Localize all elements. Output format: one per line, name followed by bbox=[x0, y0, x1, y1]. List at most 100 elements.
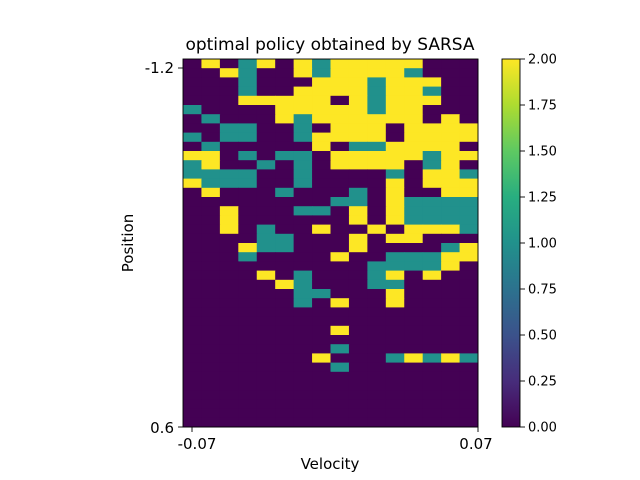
heatmap-cell bbox=[183, 95, 202, 106]
x-tick-label: -0.07 bbox=[178, 435, 217, 453]
heatmap-cell bbox=[219, 279, 239, 290]
heatmap-cell bbox=[183, 224, 202, 235]
heatmap-cell bbox=[330, 289, 350, 299]
heatmap-cell bbox=[275, 68, 295, 78]
heatmap-cell bbox=[201, 252, 221, 262]
heatmap-cell bbox=[330, 233, 350, 244]
heatmap-cell bbox=[183, 243, 202, 253]
heatmap-cell bbox=[219, 307, 239, 318]
heatmap-cell bbox=[441, 215, 461, 226]
heatmap-cell bbox=[422, 123, 442, 134]
heatmap-cell bbox=[367, 141, 387, 152]
heatmap-cell bbox=[330, 307, 350, 318]
heatmap-cell bbox=[367, 86, 387, 97]
heatmap-cell bbox=[348, 86, 368, 97]
heatmap-cell bbox=[422, 160, 442, 170]
heatmap-cell bbox=[201, 399, 221, 410]
heatmap-cell bbox=[293, 215, 313, 226]
heatmap-cell bbox=[256, 371, 276, 382]
x-tick-label: 0.07 bbox=[459, 435, 492, 453]
heatmap-cell bbox=[238, 399, 258, 410]
heatmap-cell bbox=[183, 390, 202, 400]
heatmap-cell bbox=[201, 353, 221, 364]
heatmap-cell bbox=[256, 233, 276, 244]
heatmap-cell bbox=[312, 362, 331, 373]
heatmap-cell bbox=[219, 77, 239, 88]
heatmap-cell bbox=[459, 68, 479, 78]
heatmap-cell bbox=[312, 298, 331, 308]
heatmap-cell bbox=[459, 77, 479, 88]
heatmap-cell bbox=[275, 252, 295, 262]
heatmap-cell bbox=[183, 86, 202, 97]
heatmap-cell bbox=[238, 261, 258, 272]
heatmap-cell bbox=[312, 151, 331, 161]
heatmap-cell bbox=[293, 279, 313, 290]
heatmap-cell bbox=[422, 252, 442, 262]
heatmap-cell bbox=[422, 95, 442, 106]
heatmap-cell bbox=[293, 141, 313, 152]
heatmap-cell bbox=[256, 123, 276, 134]
heatmap-cell bbox=[201, 224, 221, 235]
heatmap-cell bbox=[293, 132, 313, 143]
heatmap-cell bbox=[367, 178, 387, 189]
heatmap-cell bbox=[256, 270, 276, 281]
heatmap-cell bbox=[312, 178, 331, 189]
heatmap-cell bbox=[293, 151, 313, 161]
heatmap-cell bbox=[256, 381, 276, 391]
heatmap-cell bbox=[293, 224, 313, 235]
heatmap-cell bbox=[404, 362, 424, 373]
heatmap-cell bbox=[312, 270, 331, 281]
heatmap-cell bbox=[256, 408, 276, 419]
heatmap-cell bbox=[385, 243, 405, 253]
heatmap-cell bbox=[385, 279, 405, 290]
heatmap-cell bbox=[275, 178, 295, 189]
heatmap-cell bbox=[201, 371, 221, 382]
heatmap-cell bbox=[348, 279, 368, 290]
heatmap-cell bbox=[385, 141, 405, 152]
heatmap-cell bbox=[330, 381, 350, 391]
heatmap-cell bbox=[459, 417, 479, 428]
heatmap-cell bbox=[330, 132, 350, 143]
heatmap-cell bbox=[385, 160, 405, 170]
heatmap-cell bbox=[422, 325, 442, 336]
heatmap-cell bbox=[348, 252, 368, 262]
heatmap-cell bbox=[404, 123, 424, 134]
heatmap-cell bbox=[385, 325, 405, 336]
heatmap-cell bbox=[385, 169, 405, 180]
heatmap-cell bbox=[293, 353, 313, 364]
heatmap-cell bbox=[183, 408, 202, 419]
heatmap-cell bbox=[312, 132, 331, 143]
heatmap-cell bbox=[275, 132, 295, 143]
heatmap-cell bbox=[256, 243, 276, 253]
heatmap-cell bbox=[238, 408, 258, 419]
heatmap-cell bbox=[201, 169, 221, 180]
heatmap-cell bbox=[441, 261, 461, 272]
heatmap-cell bbox=[293, 408, 313, 419]
heatmap-cell bbox=[219, 151, 239, 161]
heatmap-cell bbox=[459, 243, 479, 253]
heatmap-cell bbox=[404, 335, 424, 345]
heatmap-cell bbox=[348, 335, 368, 345]
y-axis: -1.2 0.6 Position bbox=[119, 59, 183, 437]
heatmap-cell bbox=[275, 59, 295, 69]
heatmap-cell bbox=[330, 270, 350, 281]
heatmap-cell bbox=[201, 390, 221, 400]
heatmap-cell bbox=[201, 307, 221, 318]
heatmap-cell bbox=[183, 252, 202, 262]
heatmap-cell bbox=[219, 178, 239, 189]
heatmap-cell bbox=[183, 105, 202, 115]
heatmap-cell bbox=[183, 261, 202, 272]
heatmap-cell bbox=[385, 86, 405, 97]
heatmap-cell bbox=[385, 233, 405, 244]
heatmap-cell bbox=[275, 307, 295, 318]
heatmap-cell bbox=[330, 298, 350, 308]
heatmap-cell bbox=[312, 206, 331, 216]
heatmap-cell bbox=[256, 215, 276, 226]
heatmap-cell bbox=[422, 371, 442, 382]
heatmap-cell bbox=[348, 362, 368, 373]
heatmap-cell bbox=[441, 344, 461, 354]
heatmap-cell bbox=[275, 215, 295, 226]
heatmap-cell bbox=[441, 381, 461, 391]
heatmap-cell bbox=[404, 187, 424, 198]
heatmap-cell bbox=[348, 178, 368, 189]
